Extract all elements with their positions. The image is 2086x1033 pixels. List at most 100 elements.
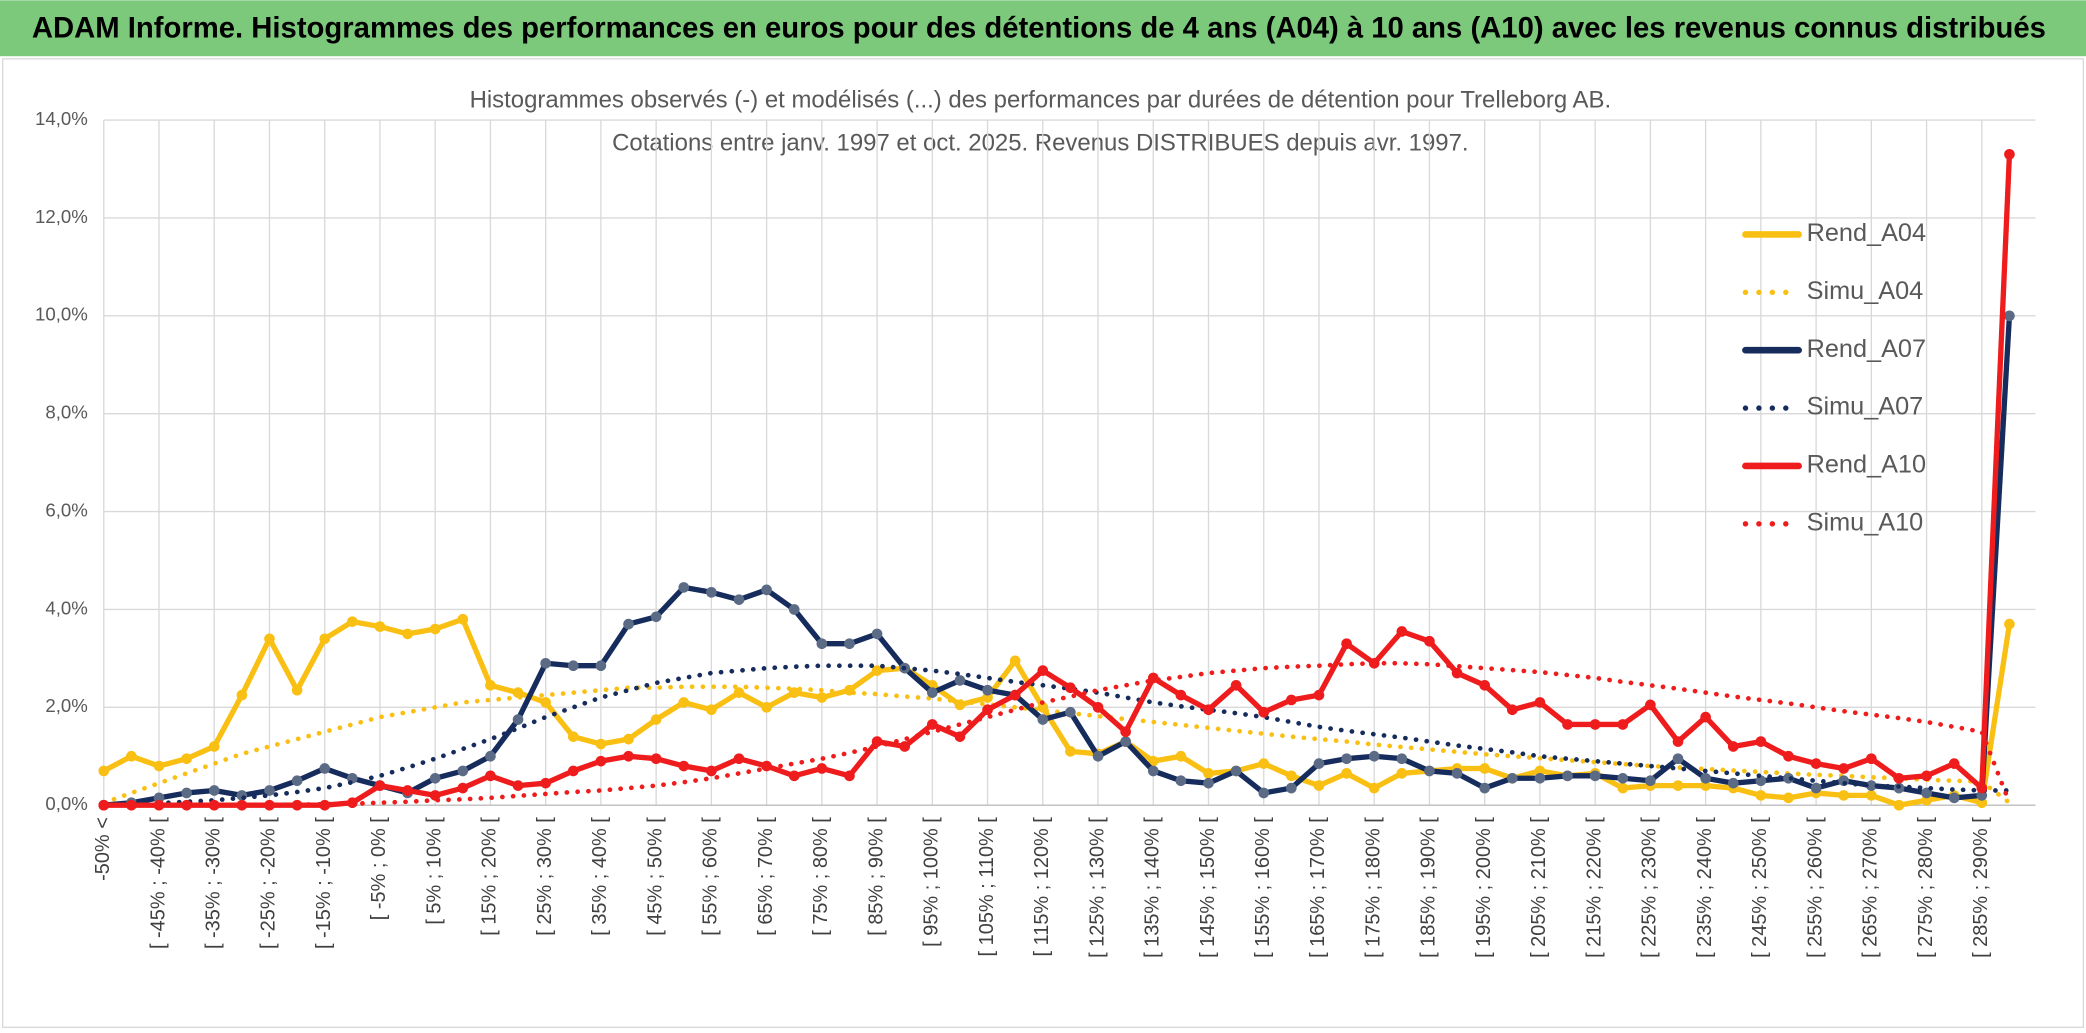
point xyxy=(1368,750,1380,762)
point xyxy=(1534,772,1546,784)
point xyxy=(623,750,634,762)
point xyxy=(1783,792,1794,804)
x-tick-label: [ 85% ; 90% [ xyxy=(865,817,887,936)
point xyxy=(1120,736,1131,747)
point xyxy=(1147,755,1159,767)
point xyxy=(678,697,690,708)
x-tick-label: [ 95% ; 100% [ xyxy=(921,817,943,947)
point xyxy=(153,760,165,772)
point xyxy=(954,731,966,742)
observed-line xyxy=(101,616,2013,808)
x-tick-label: [ 105% ; 110% [ xyxy=(976,817,998,957)
point xyxy=(899,741,911,752)
point xyxy=(1810,782,1822,794)
point xyxy=(1424,635,1435,647)
point xyxy=(540,697,551,708)
point xyxy=(761,701,772,713)
point xyxy=(650,611,662,623)
point xyxy=(788,687,800,698)
point xyxy=(678,582,690,593)
x-tick-label: [ 285% ; 290% [ xyxy=(1970,817,1992,958)
legend-label: Rend_A10 xyxy=(1807,451,1926,479)
point xyxy=(871,665,883,676)
point xyxy=(1175,689,1187,701)
observed-line xyxy=(101,313,2013,808)
point xyxy=(1065,706,1076,718)
point xyxy=(1147,765,1159,777)
x-tick-label: [ 265% ; 270% [ xyxy=(1860,817,1882,958)
point xyxy=(1396,768,1408,779)
chart-frame xyxy=(1,58,2085,1029)
point xyxy=(319,633,331,645)
point xyxy=(1092,701,1104,713)
point xyxy=(1534,765,1546,777)
point xyxy=(982,692,993,703)
x-tick-label: [ -25% ; -20% [ xyxy=(258,817,280,949)
point xyxy=(1866,780,1877,791)
point xyxy=(733,594,745,605)
point xyxy=(1009,655,1021,667)
point xyxy=(540,657,551,669)
y-tick-label: 12,0% xyxy=(35,206,88,227)
y-tick-label: 10,0% xyxy=(35,304,88,325)
observed-line xyxy=(101,151,2013,808)
point xyxy=(844,770,855,782)
point xyxy=(457,765,469,777)
point xyxy=(595,755,607,767)
point xyxy=(457,782,469,794)
point xyxy=(844,638,855,650)
point xyxy=(1203,777,1214,789)
point xyxy=(1617,719,1629,730)
point xyxy=(2004,310,2015,322)
point xyxy=(1617,782,1629,794)
point xyxy=(208,799,220,811)
x-tick-label: [ 165% ; 170% [ xyxy=(1307,817,1329,958)
point xyxy=(761,584,772,596)
point xyxy=(788,770,800,782)
point xyxy=(1700,711,1711,723)
point xyxy=(733,753,745,765)
point xyxy=(319,799,331,811)
point xyxy=(540,777,551,789)
point xyxy=(291,684,303,696)
point xyxy=(402,785,413,796)
x-tick-label: [ 45% ; 50% [ xyxy=(644,817,666,936)
point xyxy=(1838,763,1850,774)
point xyxy=(1258,758,1270,769)
point xyxy=(567,731,579,742)
y-tick-label: 2,0% xyxy=(45,695,87,716)
point xyxy=(982,684,993,696)
point xyxy=(1396,626,1408,637)
x-tick-label: [ -45% ; -40% [ xyxy=(147,817,169,949)
point xyxy=(1921,770,1932,782)
legend-label: Simu_A04 xyxy=(1807,277,1924,305)
point xyxy=(1921,787,1932,799)
point xyxy=(512,780,524,791)
point xyxy=(706,586,717,598)
point xyxy=(1479,782,1490,794)
x-tick-label: -50% < xyxy=(92,817,114,881)
point xyxy=(181,787,192,799)
point xyxy=(291,775,303,787)
point xyxy=(2004,618,2015,630)
point xyxy=(1230,765,1242,777)
x-tick-label: [ 185% ; 190% [ xyxy=(1418,817,1440,958)
y-tick-label: 0,0% xyxy=(45,793,87,814)
point xyxy=(1589,719,1601,730)
point xyxy=(512,714,524,725)
point xyxy=(153,792,165,804)
point xyxy=(1313,780,1325,791)
grid: 0,0% 2,0% 4,0% 6,0% 8,0% 10,0% 12,0% 14,0% -50% … xyxy=(35,108,2036,958)
point xyxy=(816,763,828,774)
point xyxy=(319,763,331,774)
x-tick-label: [ 225% ; 230% [ xyxy=(1639,817,1661,958)
point xyxy=(1921,794,1932,806)
point xyxy=(1479,763,1490,774)
point xyxy=(1092,750,1104,762)
legend-label: Simu_A10 xyxy=(1807,508,1924,536)
point xyxy=(788,604,800,615)
point xyxy=(1203,704,1214,716)
header-bar xyxy=(0,0,2086,57)
x-tick-label: [ 25% ; 30% [ xyxy=(534,817,556,936)
y-tick-label: 4,0% xyxy=(45,597,87,618)
